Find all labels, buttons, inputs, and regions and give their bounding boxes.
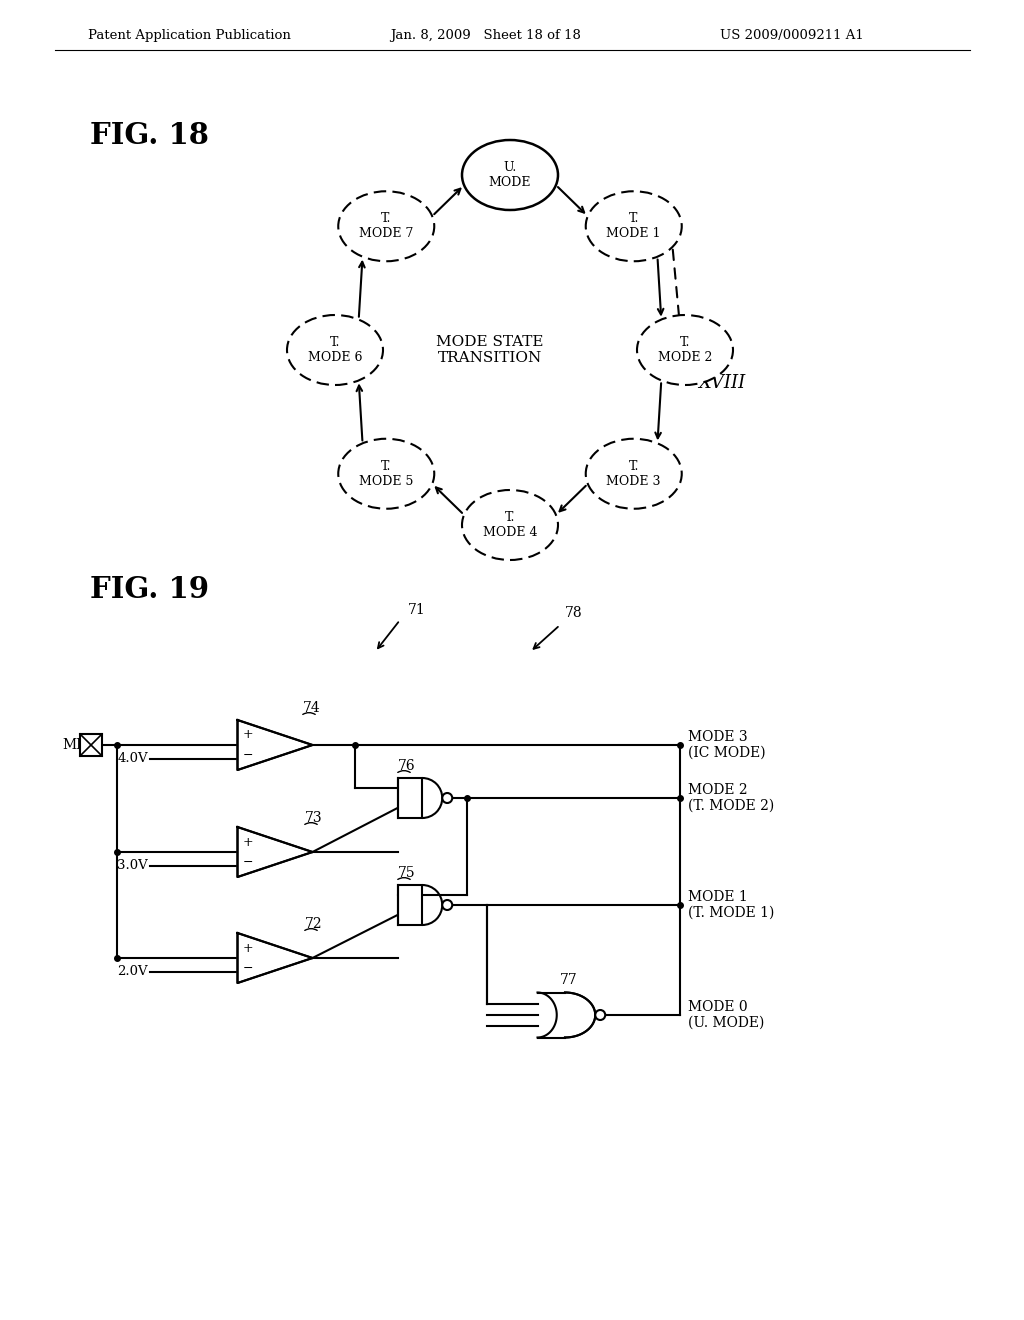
Polygon shape bbox=[565, 993, 595, 1038]
Text: FIG. 19: FIG. 19 bbox=[90, 576, 209, 605]
Circle shape bbox=[595, 1010, 605, 1020]
Text: T.
MODE 4: T. MODE 4 bbox=[482, 511, 538, 539]
Polygon shape bbox=[238, 933, 312, 983]
Text: 76: 76 bbox=[397, 759, 415, 774]
Ellipse shape bbox=[462, 140, 558, 210]
Text: MODE 1
(T. MODE 1): MODE 1 (T. MODE 1) bbox=[688, 890, 774, 920]
Text: T.
MODE 1: T. MODE 1 bbox=[606, 213, 662, 240]
Text: T.
MODE 7: T. MODE 7 bbox=[359, 213, 414, 240]
Circle shape bbox=[442, 793, 453, 803]
Text: 2.0V: 2.0V bbox=[118, 965, 148, 978]
Text: +: + bbox=[243, 836, 253, 849]
Text: −: − bbox=[243, 855, 253, 869]
Text: XVIII: XVIII bbox=[698, 374, 745, 392]
Text: 4.0V: 4.0V bbox=[118, 752, 148, 766]
Text: Jan. 8, 2009   Sheet 18 of 18: Jan. 8, 2009 Sheet 18 of 18 bbox=[390, 29, 581, 41]
Text: FIG. 18: FIG. 18 bbox=[90, 120, 209, 149]
Text: T.
MODE 3: T. MODE 3 bbox=[606, 459, 662, 488]
Text: 72: 72 bbox=[304, 917, 323, 931]
Text: T.
MODE 6: T. MODE 6 bbox=[308, 337, 362, 364]
FancyBboxPatch shape bbox=[397, 777, 422, 818]
Text: 73: 73 bbox=[304, 810, 323, 825]
Text: 75: 75 bbox=[397, 866, 415, 880]
Text: 77: 77 bbox=[560, 974, 578, 987]
Text: 71: 71 bbox=[408, 603, 426, 616]
Ellipse shape bbox=[462, 490, 558, 560]
Text: MODE STATE
TRANSITION: MODE STATE TRANSITION bbox=[436, 335, 544, 366]
Text: +: + bbox=[243, 941, 253, 954]
Text: T.
MODE 2: T. MODE 2 bbox=[657, 337, 712, 364]
Text: 3.0V: 3.0V bbox=[118, 859, 148, 873]
FancyBboxPatch shape bbox=[397, 884, 422, 925]
Text: U.
MODE: U. MODE bbox=[488, 161, 531, 189]
Text: US 2009/0009211 A1: US 2009/0009211 A1 bbox=[720, 29, 864, 41]
Text: MODE 2
(T. MODE 2): MODE 2 (T. MODE 2) bbox=[688, 783, 774, 813]
Ellipse shape bbox=[338, 438, 434, 508]
Text: MODE 3
(IC MODE): MODE 3 (IC MODE) bbox=[688, 730, 766, 760]
Ellipse shape bbox=[338, 191, 434, 261]
Ellipse shape bbox=[637, 315, 733, 385]
Polygon shape bbox=[238, 828, 312, 876]
Ellipse shape bbox=[287, 315, 383, 385]
Bar bbox=[80, 734, 102, 756]
Text: −: − bbox=[243, 961, 253, 974]
Text: 74: 74 bbox=[302, 701, 321, 715]
Text: 78: 78 bbox=[565, 606, 583, 620]
Text: MODE 0
(U. MODE): MODE 0 (U. MODE) bbox=[688, 1001, 764, 1030]
Ellipse shape bbox=[586, 438, 682, 508]
Ellipse shape bbox=[586, 191, 682, 261]
Text: T.
MODE 5: T. MODE 5 bbox=[359, 459, 414, 488]
Polygon shape bbox=[238, 719, 312, 770]
Text: −: − bbox=[243, 748, 253, 762]
Text: Patent Application Publication: Patent Application Publication bbox=[88, 29, 291, 41]
Text: +: + bbox=[243, 729, 253, 742]
Text: MD: MD bbox=[62, 738, 87, 752]
Circle shape bbox=[442, 900, 453, 909]
